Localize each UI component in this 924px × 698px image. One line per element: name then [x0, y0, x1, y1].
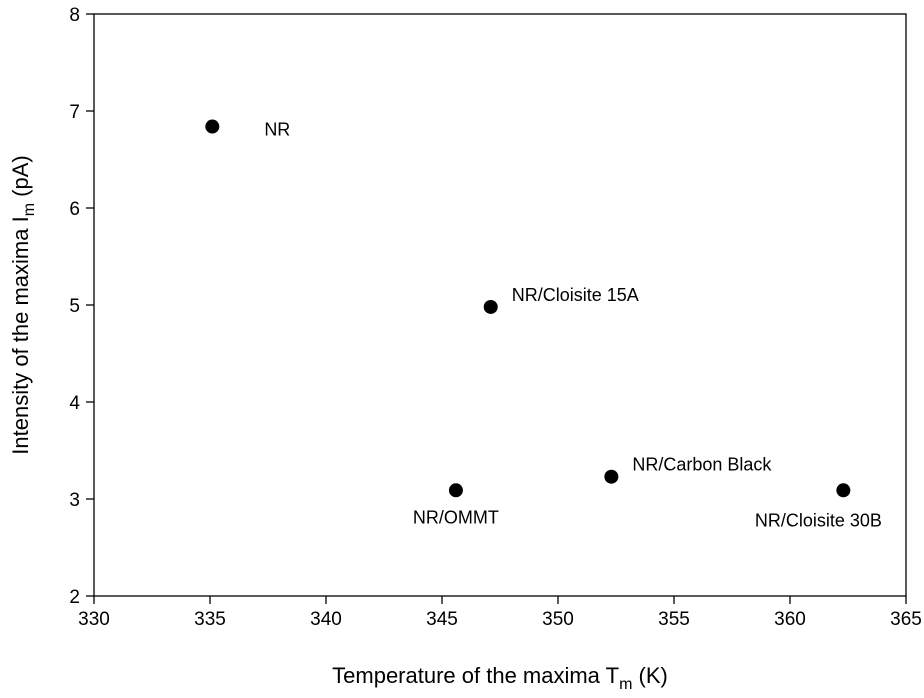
plot-area [93, 13, 907, 597]
data-points [205, 119, 851, 498]
x-tick-label: 345 [426, 609, 458, 630]
y-tick-label: 2 [69, 587, 80, 608]
plot-border [93, 13, 907, 597]
x-tick-label: 365 [890, 609, 922, 630]
data-point-label: NR/Carbon Black [632, 455, 772, 475]
x-axis-title-unit: (K) [632, 663, 667, 688]
x-tick-label: 355 [658, 609, 690, 630]
x-tick-label: 340 [310, 609, 342, 630]
y-tick-label: 7 [69, 102, 80, 123]
y-tick-label: 5 [69, 296, 80, 317]
x-tick-label: 360 [774, 609, 806, 630]
data-point-label: NR [264, 120, 290, 140]
y-axis-title-unit: (pA) [8, 155, 33, 203]
y-axis-ticks: 2 3 4 5 6 7 8 [69, 5, 94, 608]
y-tick-label: 4 [69, 393, 80, 414]
x-axis-title-subscript: m [619, 676, 632, 693]
y-axis-title: Intensity of the maxima Im (pA) [8, 155, 38, 454]
x-tick-label: 350 [542, 609, 574, 630]
data-point [836, 483, 851, 498]
data-point-labels: NR NR/Cloisite 15A NR/OMMT NR/Carbon Black N… [264, 120, 882, 531]
x-tick-label: 335 [194, 609, 226, 630]
data-point [205, 119, 220, 134]
x-axis-title-main: Temperature of the maxima T [332, 663, 619, 688]
data-point [448, 483, 463, 498]
x-axis-title: Temperature of the maxima Tm (K) [332, 663, 668, 693]
x-axis-ticks: 330 335 340 345 350 355 360 365 [78, 596, 922, 630]
y-tick-label: 3 [69, 490, 80, 511]
x-tick-label: 330 [78, 609, 110, 630]
y-axis-title-main: Intensity of the maxima I [8, 216, 33, 454]
y-tick-label: 8 [69, 5, 80, 26]
data-point-label: NR/OMMT [413, 507, 499, 527]
data-point-label: NR/Cloisite 30B [755, 510, 882, 530]
data-point [483, 299, 498, 314]
data-point [604, 469, 619, 484]
y-axis-title-subscript: m [21, 203, 38, 216]
y-tick-label: 6 [69, 199, 80, 220]
data-point-label: NR/Cloisite 15A [512, 285, 639, 305]
